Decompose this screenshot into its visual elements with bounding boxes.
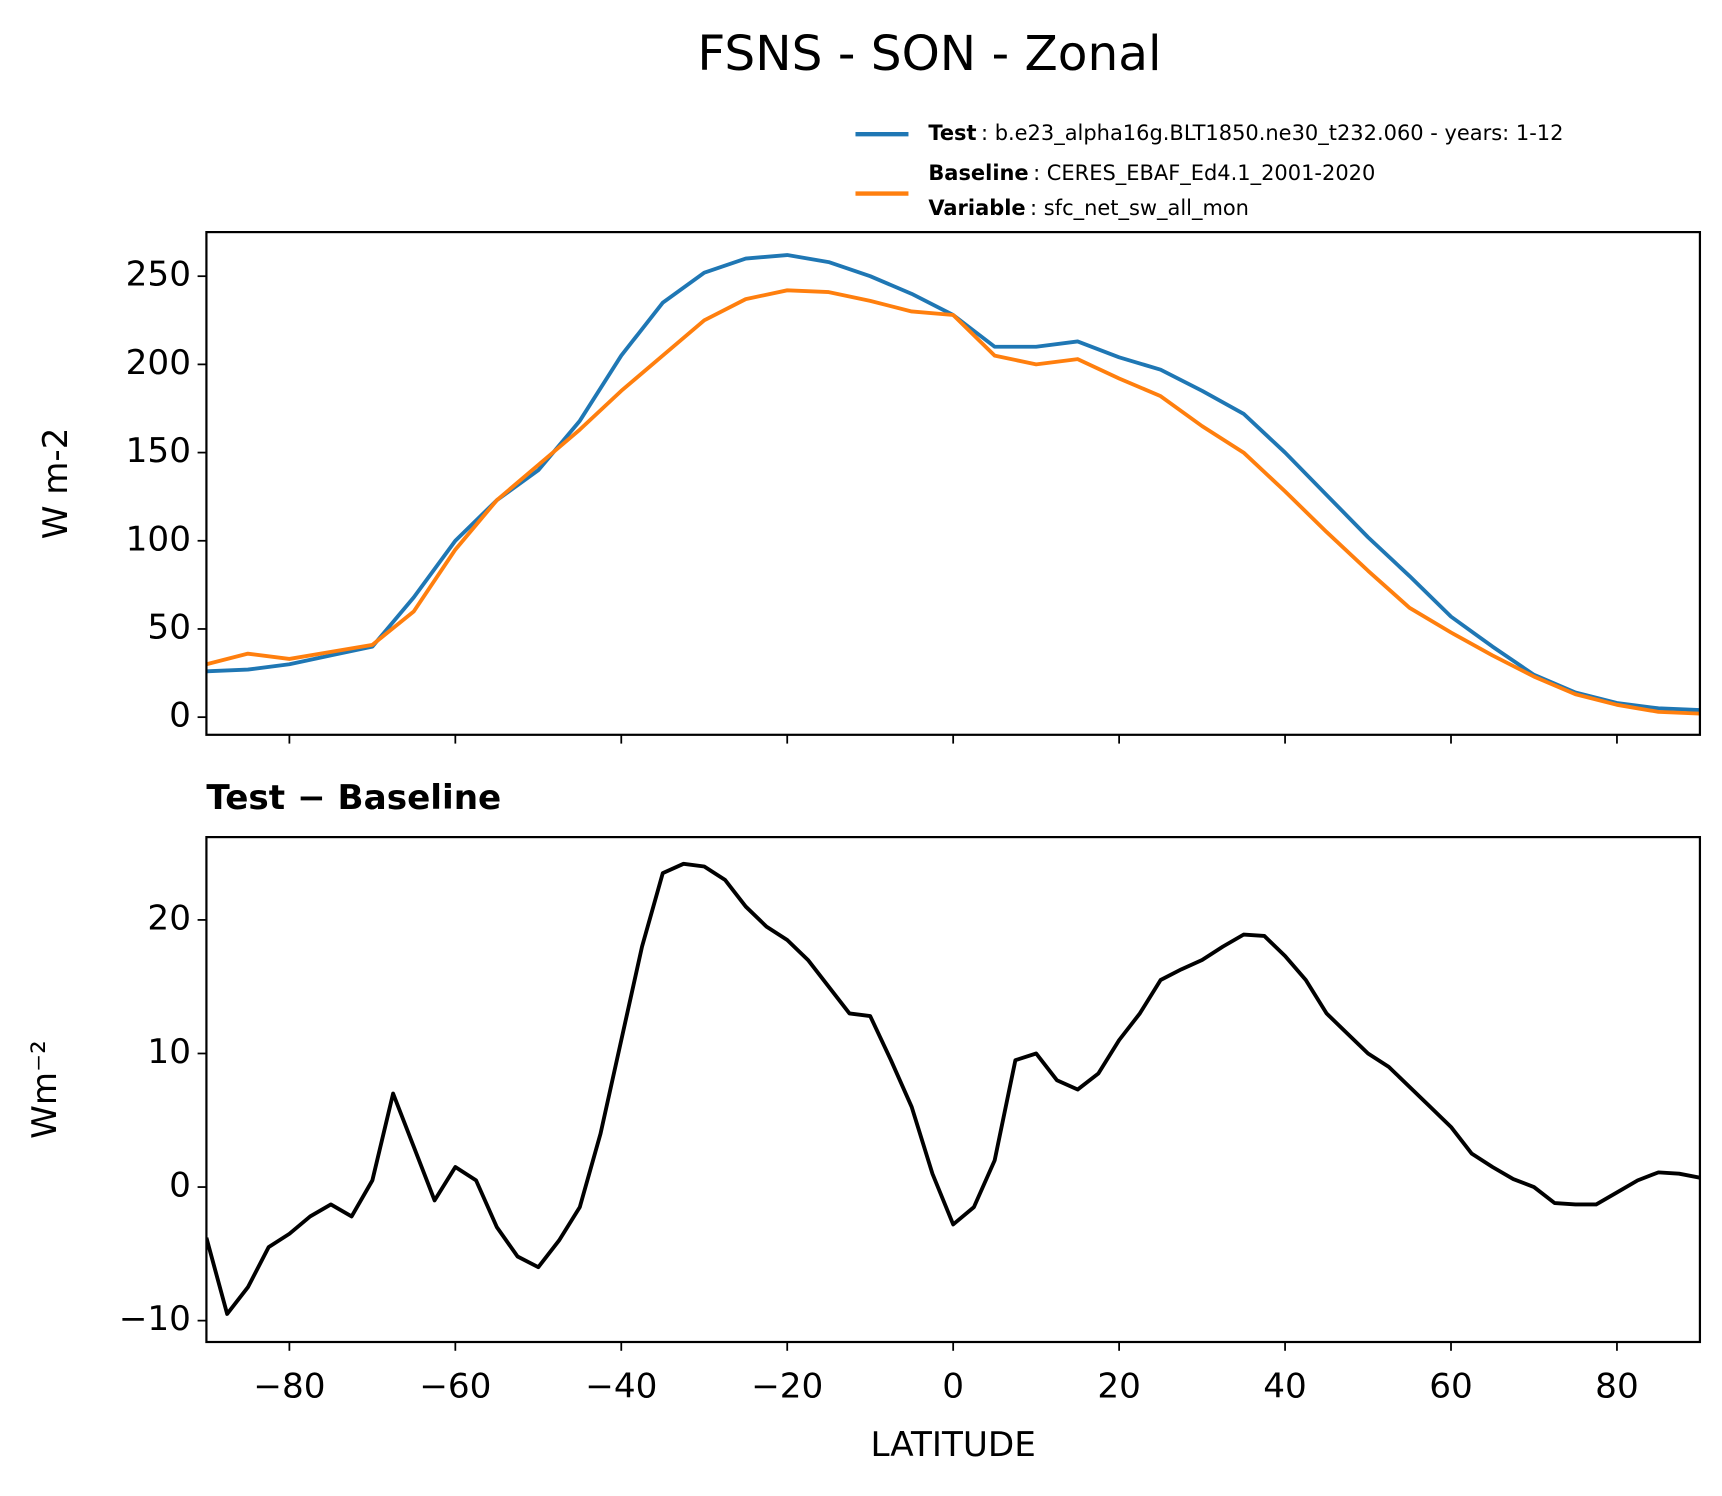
- y-tick-label: 10: [147, 1032, 191, 1072]
- y-tick-label: −10: [119, 1299, 191, 1339]
- subplot-title: Test − Baseline: [206, 778, 501, 818]
- x-tick-label: 0: [942, 1367, 964, 1407]
- plot-frame: [205, 836, 1702, 1344]
- y-tick-label: 20: [147, 898, 191, 938]
- y-tick-label: 50: [147, 608, 191, 648]
- legend-detail: : CERES_EBAF_Ed4.1_2001-2020: [1033, 161, 1375, 186]
- series-line: [206, 253, 1700, 713]
- y-tick-label: 100: [126, 519, 191, 559]
- y-tick-label: 200: [126, 343, 191, 383]
- legend-detail: : sfc_net_sw_all_mon: [1030, 196, 1249, 221]
- legend-detail: : b.e23_alpha16g.BLT1850.ne30_t232.060 -…: [981, 121, 1563, 146]
- legend-name: Variable: [928, 196, 1025, 220]
- y-tick-label: 250: [126, 255, 191, 295]
- x-tick-label: 60: [1429, 1367, 1473, 1407]
- x-tick-label: −20: [751, 1367, 823, 1407]
- y-axis-label: Wm⁻²: [25, 1040, 65, 1139]
- y-axis-label: W m-2: [36, 428, 76, 540]
- chart-title: FSNS - SON - Zonal: [697, 26, 1161, 82]
- x-tick-label: −60: [419, 1367, 491, 1407]
- x-tick-label: −80: [253, 1367, 325, 1407]
- y-tick-label: 0: [169, 1166, 191, 1206]
- x-axis-label: LATITUDE: [870, 1425, 1035, 1465]
- series-line: [206, 861, 1700, 1316]
- legend-entry: Baseline: CERES_EBAF_Ed4.1_2001-2020: [928, 161, 1375, 186]
- y-tick-label: 150: [126, 431, 191, 471]
- x-tick-label: 40: [1263, 1367, 1307, 1407]
- x-tick-label: 20: [1097, 1367, 1141, 1407]
- legend-entry: Variable: sfc_net_sw_all_mon: [928, 196, 1249, 221]
- legend-name: Test: [928, 121, 976, 145]
- y-tick-label: 0: [169, 696, 191, 736]
- x-tick-label: 80: [1595, 1367, 1639, 1407]
- plot-frame: [205, 231, 1702, 736]
- legend-entry: Test: b.e23_alpha16g.BLT1850.ne30_t232.0…: [928, 121, 1563, 146]
- series-line: [206, 288, 1700, 716]
- x-tick-label: −40: [585, 1367, 657, 1407]
- legend-name: Baseline: [928, 161, 1028, 185]
